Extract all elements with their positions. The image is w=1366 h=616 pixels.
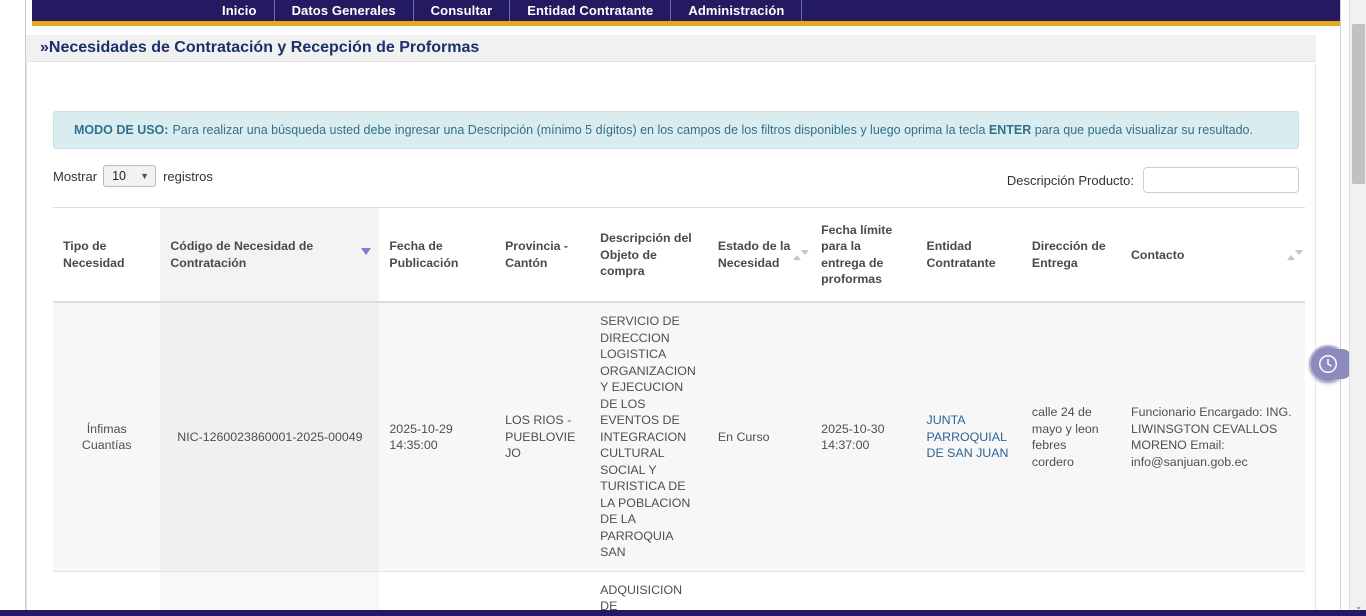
column-header-label: Descripción del Objeto de compra <box>600 231 692 278</box>
results-table: Tipo de Necesidad Código de Necesidad de … <box>53 207 1305 616</box>
banner-text-part2: para que pueda visualizar su resultado. <box>1034 123 1253 137</box>
cell-entidad-contratante[interactable]: JUNTA PARROQUIAL DE SAN JUAN <box>916 571 1022 616</box>
column-header-label: Fecha de Publicación <box>389 239 459 270</box>
column-header-label: Fecha límite para la entrega de proforma… <box>821 223 893 287</box>
widget-tail-decoration <box>1332 349 1352 379</box>
col-estado-necesidad[interactable]: Estado de la Necesidad <box>707 207 812 304</box>
cell-direccion-entrega: calle 24 de mayo y leon febres cordero <box>1021 571 1122 616</box>
cell-codigo-necesidad: NIC-1260023860001-2025-00049 <box>160 302 380 572</box>
column-header-label: Dirección de Entrega <box>1031 239 1106 270</box>
cell-estado-necesidad: Finalizada <box>707 571 812 616</box>
cell-fecha-limite: 2025-10-30 14:37:00 <box>811 302 917 572</box>
cell-fecha-publicacion: 2025-10-29 14:35:00 <box>379 302 496 572</box>
page-title: » Necesidades de Contratación y Recepción… <box>26 34 1316 62</box>
cell-fecha-publicacion: 2025-10-23 10:22:00 <box>379 571 496 616</box>
col-fecha-limite-proformas[interactable]: Fecha límite para la entrega de proforma… <box>811 207 917 304</box>
col-fecha-publicacion[interactable]: Fecha de Publicación <box>379 207 496 304</box>
banner-label: MODO DE USO: <box>74 123 169 137</box>
page-size-select-wrap[interactable]: 102550100 ▼ <box>103 165 157 187</box>
scrollbar-down-arrow-icon[interactable]: ⌄ <box>1354 600 1363 611</box>
clock-accessibility-icon <box>1319 355 1337 373</box>
banner-text-part1: Para realizar una búsqueda usted debe in… <box>172 123 986 137</box>
col-codigo-necesidad[interactable]: Código de Necesidad de Contratación <box>160 207 380 304</box>
page-left-border <box>25 0 26 616</box>
column-header-label: Entidad Contratante <box>926 239 996 270</box>
banner-enter-key: ENTER <box>988 123 1032 137</box>
col-tipo-necesidad[interactable]: Tipo de Necesidad <box>53 207 161 304</box>
col-entidad-contratante[interactable]: Entidad Contratante <box>916 207 1022 304</box>
column-header-label: Contacto <box>1131 247 1185 262</box>
bottom-strip <box>0 610 1366 616</box>
cell-contacto: Funcionario Encargado: ING. LIWINSGTON C… <box>1121 302 1305 572</box>
column-header-label: Código de Necesidad de Contratación <box>170 239 314 270</box>
nav-item-administracion[interactable]: Administración <box>671 0 803 21</box>
nav-left-spacer <box>32 0 205 21</box>
cell-tipo-necesidad: Ínfimas Cuantías <box>53 571 161 616</box>
results-table-wrapper: Tipo de Necesidad Código de Necesidad de … <box>53 207 1305 616</box>
accessibility-widget-button[interactable] <box>1309 345 1352 383</box>
entity-contratante-link[interactable]: JUNTA PARROQUIAL DE SAN JUAN <box>926 413 1009 461</box>
cell-codigo-necesidad: NIC-1260023860001-2025-00051 <box>160 571 380 616</box>
column-header-label: Provincia - Cantón <box>505 239 568 270</box>
col-direccion-entrega[interactable]: Dirección de Entrega <box>1021 207 1122 304</box>
vertical-scrollbar[interactable]: ⌄ <box>1349 0 1366 616</box>
cell-fecha-limite: 2025-10-24 10:23:00 <box>811 571 917 616</box>
cell-provincia-canton: LOS RIOS - PUEBLOVIEJO <box>495 302 591 572</box>
nav-item-consultar[interactable]: Consultar <box>414 0 511 21</box>
column-header-label: Estado de la Necesidad <box>717 239 791 270</box>
cell-direccion-entrega: calle 24 de mayo y leon febres cordero <box>1021 302 1122 572</box>
search-label: Descripción Producto: <box>1006 172 1134 188</box>
content-panel: MODO DE USO: Para realizar una búsqueda u… <box>26 63 1316 616</box>
col-descripcion-objeto[interactable]: Descripción del Objeto de compra <box>590 207 708 304</box>
show-entries-control: Mostrar 102550100 ▼ registros <box>53 165 213 187</box>
table-head: Tipo de Necesidad Código de Necesidad de … <box>53 207 1305 304</box>
search-filter: Descripción Producto: <box>1007 167 1299 193</box>
nav-item-inicio[interactable]: Inicio <box>205 0 275 21</box>
page-size-select[interactable]: 102550100 <box>103 165 157 187</box>
show-entries-suffix-label: registros <box>163 168 213 184</box>
scrollbar-thumb[interactable] <box>1352 24 1365 184</box>
cell-provincia-canton: LOS RIOS - PUEBLOVIEJO <box>495 571 591 616</box>
search-input[interactable] <box>1143 167 1299 193</box>
col-contacto[interactable]: Contacto <box>1121 207 1305 304</box>
col-provincia-canton[interactable]: Provincia - Cantón <box>495 207 591 304</box>
page-title-text: Necesidades de Contratación y Recepción … <box>48 39 480 56</box>
main-navigation-bar: Inicio Datos Generales Consultar Entidad… <box>32 0 1340 26</box>
page-title-chevron-icon: » <box>40 39 49 56</box>
table-row[interactable]: Ínfimas CuantíasNIC-1260023860001-2025-0… <box>53 571 1305 616</box>
cell-contacto: Funcionario Encargado: LCDA. MABEL ARANA… <box>1121 571 1305 616</box>
cell-tipo-necesidad: Ínfimas Cuantías <box>53 302 161 572</box>
nav-item-entidad-contratante[interactable]: Entidad Contratante <box>510 0 672 21</box>
page-right-border <box>1340 0 1341 616</box>
usage-info-banner: MODO DE USO: Para realizar una búsqueda u… <box>53 111 1299 149</box>
table-body: Ínfimas Cuantías NIC-1260023860001-2025-0… <box>53 302 1305 616</box>
table-header-row: Tipo de Necesidad Código de Necesidad de … <box>53 207 1305 304</box>
nav-item-datos-generales[interactable]: Datos Generales <box>275 0 414 21</box>
cell-estado-necesidad: En Curso <box>707 302 812 572</box>
cell-entidad-contratante[interactable]: JUNTA PARROQUIAL DE SAN JUAN <box>916 302 1022 572</box>
show-entries-label: Mostrar <box>53 168 98 184</box>
cell-descripcion-objeto: SERVICIO DE DIRECCION LOGISTICA ORGANIZA… <box>590 302 708 572</box>
column-header-label: Tipo de Necesidad <box>63 239 125 270</box>
cell-descripcion-objeto: ADQUISICION DE MATERIALES ASEO ADULTO MA… <box>590 571 708 616</box>
